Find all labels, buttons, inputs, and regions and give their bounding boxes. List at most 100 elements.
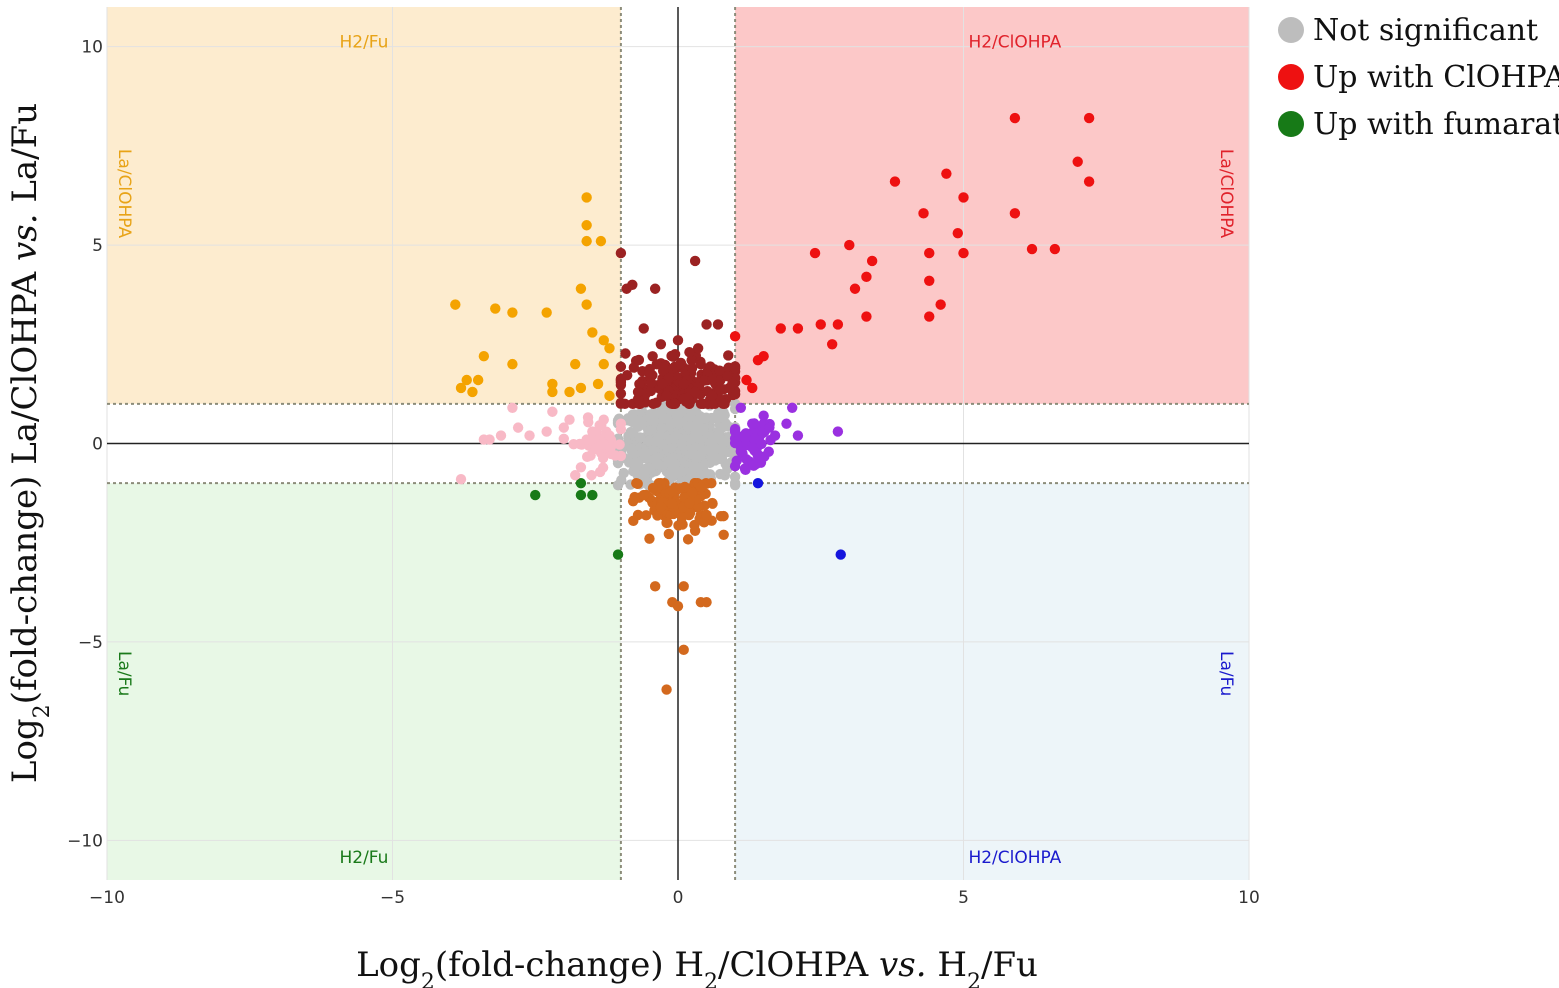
region-label: H2/Fu (339, 33, 388, 53)
data-point (648, 398, 659, 410)
data-point (612, 479, 624, 491)
axis-title-part: 2 (967, 970, 981, 988)
data-point (832, 319, 844, 330)
region-label: H2/ClOHPA (968, 33, 1061, 53)
data-point (598, 414, 609, 425)
data-point (689, 525, 701, 536)
axis-title-part: La/Fu (5, 103, 45, 214)
data-point (678, 644, 689, 656)
data-point (714, 453, 726, 464)
data-point (701, 319, 712, 330)
y-axis-title: Log2(fold-change) La/ClOHPA vs. La/Fu (5, 103, 55, 783)
data-point (1049, 243, 1061, 255)
data-point (889, 176, 901, 187)
axis-title-part: 2 (30, 704, 55, 718)
data-point (575, 382, 587, 394)
y-tick-label: 5 (92, 236, 103, 256)
data-point (495, 430, 507, 441)
data-point (741, 374, 752, 386)
data-point (723, 350, 734, 361)
data-point (628, 362, 640, 373)
data-point (747, 442, 758, 453)
data-point (524, 430, 535, 441)
data-point (541, 307, 552, 318)
data-point (809, 247, 821, 259)
data-point (707, 390, 718, 402)
region-lower-left (107, 483, 621, 880)
data-point (787, 402, 798, 413)
data-point (724, 382, 735, 394)
data-point (735, 402, 747, 413)
data-point (729, 479, 741, 491)
data-point (665, 442, 677, 454)
data-point (597, 452, 609, 464)
data-point (706, 398, 718, 410)
data-point (763, 446, 774, 457)
data-point (672, 335, 684, 346)
data-point (717, 398, 729, 410)
axis-title-part: (fold-change) H (435, 945, 704, 985)
data-point (689, 386, 701, 398)
data-point (673, 418, 684, 429)
data-point (941, 168, 952, 179)
data-point (675, 357, 687, 369)
data-point (844, 239, 855, 251)
data-point (688, 432, 699, 444)
axis-title-part: 2 (421, 970, 435, 988)
data-point (775, 323, 786, 334)
data-point (665, 467, 676, 479)
data-point (707, 497, 718, 509)
data-point (704, 445, 715, 456)
data-point (627, 495, 639, 507)
data-point (924, 311, 935, 322)
data-point (707, 374, 718, 386)
data-point (729, 460, 741, 472)
axis-title-part: Log (356, 945, 421, 985)
data-point (699, 375, 710, 386)
data-point (638, 489, 649, 501)
data-point (666, 498, 678, 509)
y-tick-label: 0 (92, 435, 103, 455)
region-labels: H2/Fu La/ClOHPA H2/ClOHPA La/ClOHPA La/Fu H2/… (114, 33, 1236, 868)
data-point (678, 378, 689, 390)
data-point (631, 477, 642, 489)
data-point (668, 433, 679, 444)
data-point (581, 434, 592, 445)
data-point (530, 489, 541, 501)
data-point (575, 462, 587, 473)
data-point (958, 247, 969, 259)
data-point (835, 549, 846, 560)
data-point (644, 533, 655, 544)
legend-label: Not significant (1313, 13, 1538, 48)
data-point (663, 528, 675, 540)
data-point (1083, 112, 1095, 124)
x-tick-label: 10 (1238, 888, 1260, 908)
data-point (661, 390, 672, 402)
data-point (715, 511, 727, 522)
data-point (682, 421, 694, 433)
data-point (935, 299, 946, 310)
data-point (581, 235, 592, 247)
data-point (704, 469, 716, 480)
data-point (581, 220, 592, 231)
data-point (507, 358, 518, 370)
data-point (729, 331, 741, 342)
data-point (633, 354, 645, 366)
data-point (644, 366, 655, 378)
data-point (684, 497, 695, 509)
data-point (673, 520, 684, 531)
data-point (678, 393, 690, 404)
data-point (634, 432, 646, 443)
x-tick-label: −5 (380, 888, 405, 908)
data-point (672, 600, 684, 612)
region-upper-left (107, 7, 621, 404)
data-point (587, 489, 598, 501)
legend: Not significant Up with ClOHPA Up with fum… (1278, 13, 1559, 142)
data-point (547, 406, 558, 417)
data-point (826, 339, 838, 350)
data-point (676, 438, 688, 449)
data-point (792, 323, 804, 334)
data-point (661, 684, 672, 695)
data-point (661, 517, 672, 529)
data-point (815, 319, 826, 330)
